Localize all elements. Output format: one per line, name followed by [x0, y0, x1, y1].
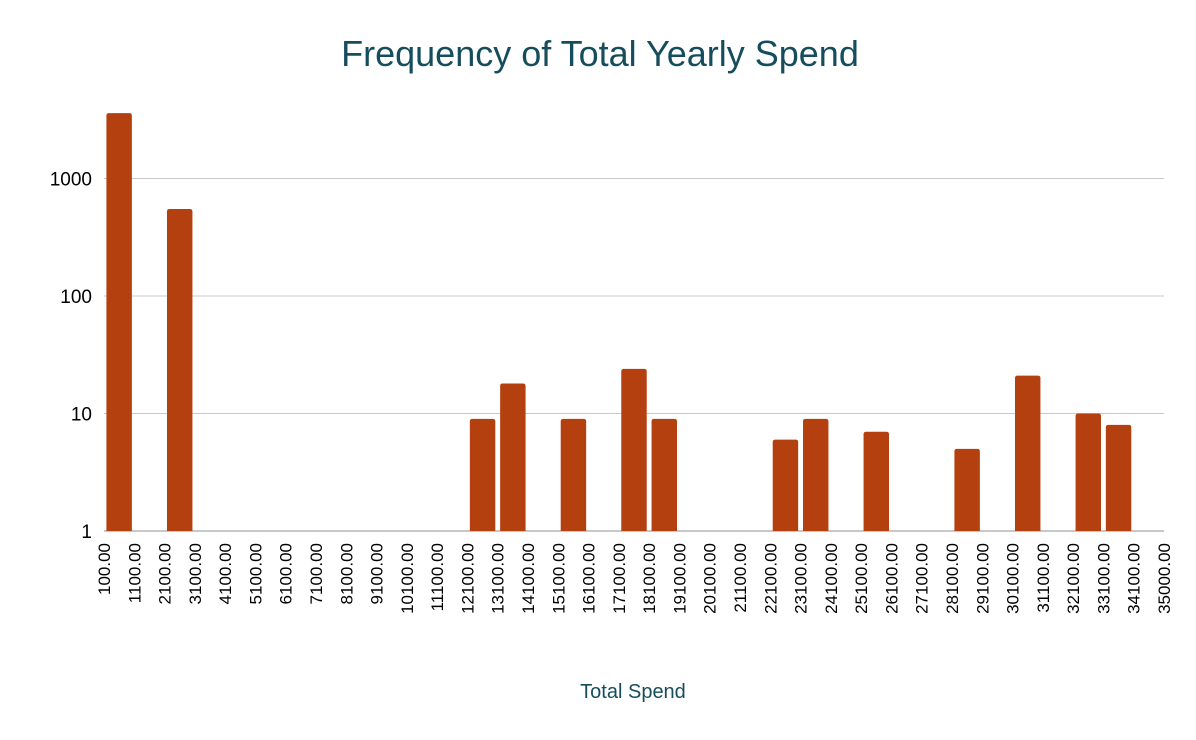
x-tick-label: 19100.00 [670, 543, 689, 614]
y-tick-label: 1000 [50, 170, 92, 191]
x-tick-label: 29100.00 [973, 543, 992, 614]
bar [500, 383, 526, 531]
chart-title: Frequency of Total Yearly Spend [341, 33, 859, 74]
y-tick-label: 1 [81, 522, 92, 543]
x-tick-label: 21100.00 [731, 543, 750, 613]
y-tick-label: 10 [71, 405, 92, 426]
x-tick-label: 26100.00 [882, 543, 901, 614]
y-axis-ticks: 1 10 100 1000 [50, 170, 92, 544]
x-tick-label: 24100.00 [822, 543, 841, 614]
x-tick-label: 25100.00 [852, 543, 871, 614]
bar [106, 113, 132, 531]
x-tick-label: 100.00 [95, 543, 114, 595]
x-tick-label: 31100.00 [1034, 543, 1053, 613]
bar [802, 418, 829, 531]
x-tick-label: 23100.00 [792, 543, 811, 614]
x-axis-title: Total Spend [580, 681, 686, 703]
x-axis-ticks: 100.00 1100.00 2100.00 3100.00 4100.00 5100.0… [95, 543, 1174, 614]
x-tick-label: 32100.00 [1064, 543, 1083, 614]
x-tick-label: 34100.00 [1125, 543, 1144, 614]
x-tick-label: 20100.00 [701, 543, 720, 614]
x-tick-label: 10100.00 [398, 543, 417, 614]
x-tick-label: 1100.00 [125, 543, 144, 603]
x-tick-label: 2100.00 [156, 543, 175, 604]
bar [1014, 375, 1041, 531]
x-tick-label: 22100.00 [761, 543, 780, 614]
x-tick-label: 3100.00 [186, 543, 205, 604]
x-tick-label: 13100.00 [489, 543, 508, 614]
bar [651, 418, 678, 531]
x-tick-label: 8100.00 [337, 543, 356, 604]
x-tick-label: 4100.00 [216, 543, 235, 604]
bar [954, 448, 980, 531]
x-tick-label: 7100.00 [307, 543, 326, 604]
y-tick-label: 100 [60, 287, 92, 308]
x-tick-label: 11100.00 [428, 543, 447, 611]
x-tick-label: 15100.00 [549, 543, 568, 614]
x-tick-label: 17100.00 [610, 543, 629, 614]
bar [621, 368, 647, 531]
x-tick-label: 18100.00 [640, 543, 659, 614]
x-tick-label: 27100.00 [913, 543, 932, 614]
x-tick-label: 12100.00 [458, 543, 477, 614]
bar [560, 418, 587, 531]
x-tick-label: 28100.00 [943, 543, 962, 614]
x-tick-label: 33100.00 [1094, 543, 1113, 614]
x-tick-label: 9100.00 [368, 543, 387, 604]
bar [772, 439, 799, 531]
bars [106, 113, 1132, 531]
bar [863, 431, 890, 531]
x-tick-label: 30100.00 [1004, 543, 1023, 614]
x-tick-label: 5100.00 [246, 543, 265, 604]
x-tick-label: 6100.00 [277, 543, 296, 604]
x-tick-label: 16100.00 [580, 543, 599, 614]
x-tick-label: 35000.00 [1155, 543, 1174, 614]
bar [1075, 413, 1102, 531]
x-tick-label: 14100.00 [519, 543, 538, 614]
bar [1105, 424, 1132, 531]
bar [469, 418, 496, 531]
bar [166, 209, 193, 531]
